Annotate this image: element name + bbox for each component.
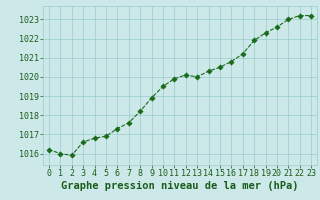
X-axis label: Graphe pression niveau de la mer (hPa): Graphe pression niveau de la mer (hPa) — [61, 181, 299, 191]
